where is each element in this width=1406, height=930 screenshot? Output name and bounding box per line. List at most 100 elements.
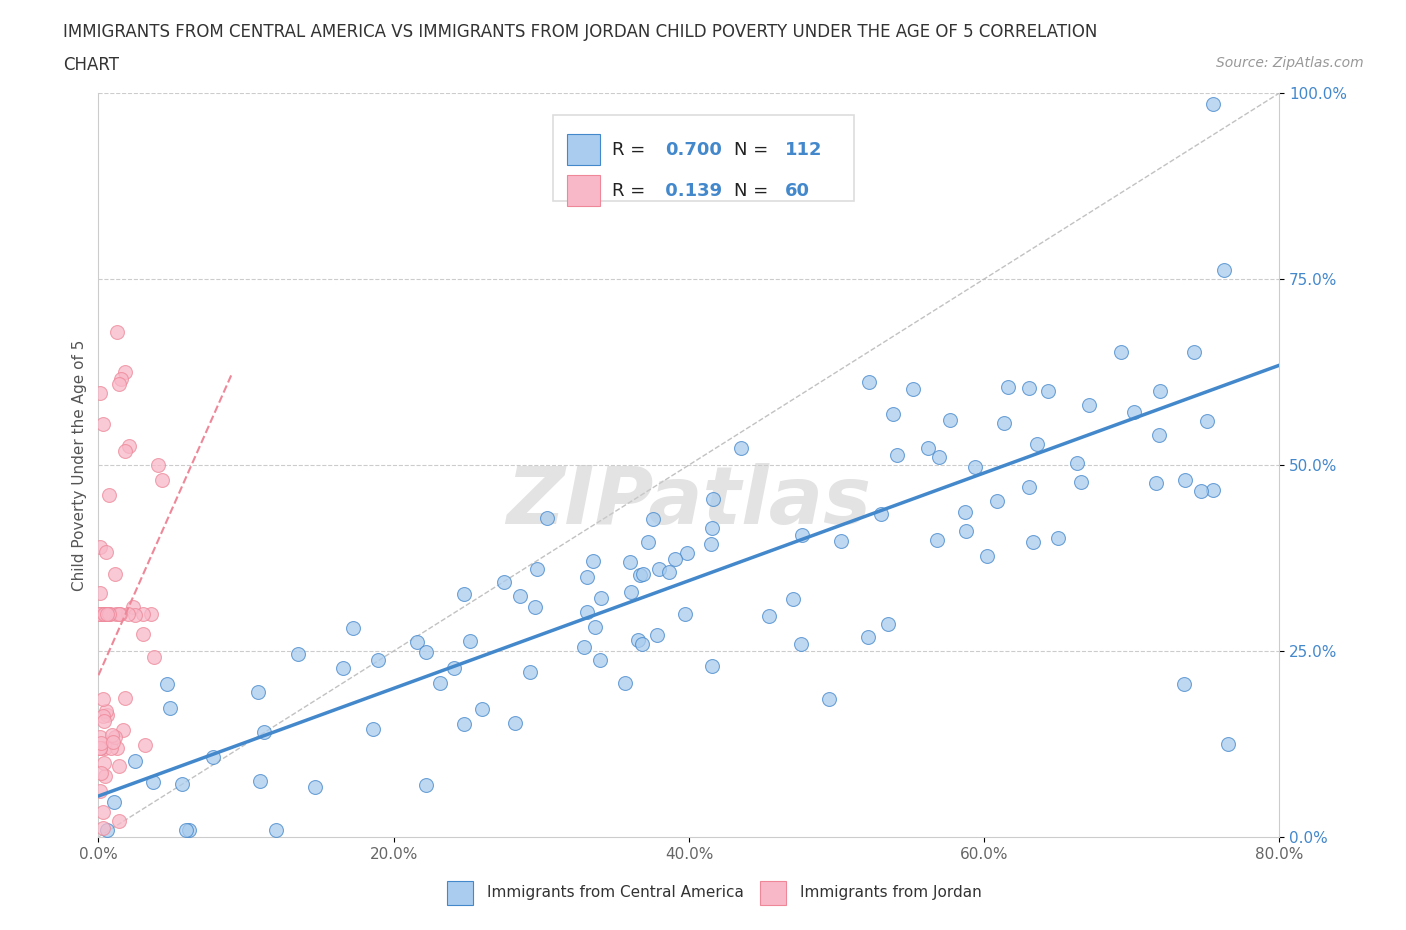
Point [122, 600, 145, 615]
Point [928, 449, 950, 464]
Point [107, 377, 129, 392]
Point [98, 606, 121, 621]
Point [105, 606, 128, 621]
Point [118, 439, 141, 454]
Point [1149, 384, 1171, 399]
Point [702, 491, 724, 506]
Text: Immigrants from Jordan: Immigrants from Jordan [800, 885, 981, 900]
Point [96, 606, 118, 621]
Point [110, 371, 132, 386]
Text: R =: R = [612, 181, 651, 200]
Point [830, 533, 852, 548]
Point [406, 634, 429, 649]
Point [1036, 383, 1059, 398]
Point [96, 707, 118, 722]
Point [965, 459, 987, 474]
Point [631, 566, 654, 581]
Point [1216, 737, 1239, 751]
Text: 0.139: 0.139 [659, 181, 723, 200]
Point [148, 458, 170, 472]
Text: IMMIGRANTS FROM CENTRAL AMERICA VS IMMIGRANTS FROM JORDAN CHILD POVERTY UNDER TH: IMMIGRANTS FROM CENTRAL AMERICA VS IMMIG… [63, 23, 1098, 41]
Point [782, 591, 804, 606]
Point [1109, 345, 1132, 360]
Point [986, 494, 1008, 509]
Point [730, 440, 752, 455]
Text: ZIPatlas: ZIPatlas [506, 463, 872, 541]
Point [575, 604, 598, 619]
Text: CHART: CHART [63, 56, 120, 73]
Point [790, 528, 813, 543]
Point [675, 545, 697, 560]
Point [105, 325, 128, 339]
Bar [759, 881, 786, 905]
Point [509, 589, 531, 604]
Point [1305, 97, 1327, 112]
Point [953, 504, 976, 519]
Point [1026, 436, 1049, 451]
Point [201, 750, 224, 764]
Point [1022, 534, 1045, 549]
Point [103, 735, 125, 750]
Point [582, 553, 605, 568]
Point [111, 723, 134, 737]
Point [993, 416, 1015, 431]
Point [96, 545, 118, 560]
Point [93, 821, 115, 836]
Point [458, 633, 481, 648]
Point [1213, 263, 1236, 278]
Point [1195, 414, 1218, 429]
Point [938, 413, 960, 428]
Point [1066, 455, 1088, 470]
Point [637, 534, 659, 549]
Point [98, 606, 121, 621]
Point [955, 524, 977, 538]
Point [1149, 428, 1171, 443]
Point [179, 822, 201, 837]
Point [1123, 405, 1146, 419]
Point [142, 650, 165, 665]
Point [503, 715, 526, 730]
Point [253, 724, 276, 739]
Point [1046, 530, 1069, 545]
Point [415, 777, 437, 792]
Point [124, 753, 146, 768]
Point [89, 586, 111, 601]
Point [664, 551, 686, 566]
Point [150, 472, 173, 487]
Point [89, 539, 111, 554]
Point [142, 775, 165, 790]
Text: N =: N = [734, 140, 773, 158]
Point [89, 740, 111, 755]
Point [856, 630, 879, 644]
Point [266, 822, 288, 837]
Point [645, 628, 668, 643]
Point [246, 684, 269, 699]
Point [790, 636, 813, 651]
Point [117, 606, 139, 621]
FancyBboxPatch shape [553, 115, 855, 201]
Point [870, 506, 893, 521]
Bar [567, 134, 600, 166]
Point [1182, 345, 1205, 360]
Point [700, 658, 723, 673]
Point [104, 730, 127, 745]
Point [858, 375, 880, 390]
Point [134, 737, 156, 752]
Text: 60: 60 [785, 181, 810, 200]
Point [361, 722, 384, 737]
Text: Source: ZipAtlas.com: Source: ZipAtlas.com [1216, 56, 1364, 70]
Point [98, 487, 121, 502]
Y-axis label: Child Poverty Under the Age of 5: Child Poverty Under the Age of 5 [72, 339, 87, 591]
Point [89, 606, 111, 621]
Point [110, 606, 132, 621]
Point [108, 606, 131, 621]
Point [89, 730, 111, 745]
Text: 112: 112 [785, 140, 823, 158]
Point [429, 675, 451, 690]
Point [627, 632, 650, 647]
Point [93, 709, 115, 724]
Point [90, 765, 112, 780]
Point [453, 587, 475, 602]
Text: 0.700: 0.700 [665, 140, 723, 158]
Point [159, 701, 181, 716]
